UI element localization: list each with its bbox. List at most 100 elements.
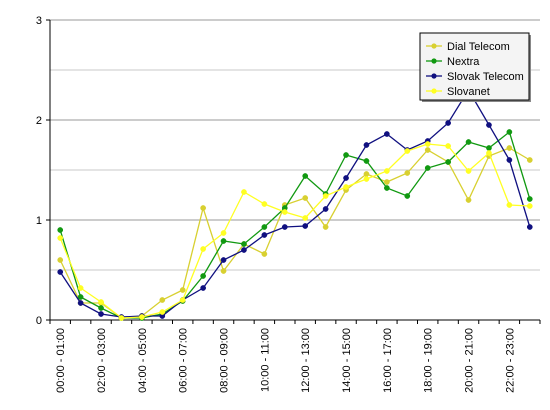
data-point	[220, 257, 227, 263]
data-point	[384, 131, 390, 137]
data-point	[261, 224, 268, 230]
data-point	[57, 235, 64, 241]
data-point	[241, 189, 247, 195]
y-axis-ticks: 0 1 2 3	[36, 15, 50, 327]
data-point	[343, 184, 349, 190]
data-point	[424, 141, 431, 147]
data-point	[241, 241, 247, 247]
series-1	[57, 129, 533, 321]
data-point	[159, 297, 166, 303]
data-point	[241, 247, 247, 253]
data-point	[526, 157, 533, 163]
series-2	[57, 87, 533, 320]
data-point	[486, 150, 492, 156]
data-point	[98, 305, 104, 311]
x-tick-label: 16:00 - 17:00	[382, 328, 394, 393]
data-point	[486, 122, 492, 128]
data-point	[404, 170, 411, 176]
data-point	[200, 285, 206, 291]
y-tick-label: 0	[36, 315, 42, 327]
legend-label: Nextra	[447, 56, 480, 68]
data-point	[159, 309, 166, 315]
series-group	[57, 87, 533, 321]
data-point	[363, 171, 370, 177]
data-point	[526, 203, 533, 209]
data-point	[302, 195, 309, 201]
data-point	[424, 147, 431, 153]
x-tick-label: 04:00 - 05:00	[137, 328, 149, 393]
legend-marker	[431, 88, 437, 94]
data-point	[384, 168, 390, 174]
data-point	[465, 139, 472, 145]
data-point	[57, 257, 64, 263]
data-point	[200, 246, 206, 252]
y-tick-label: 2	[36, 115, 42, 127]
data-point	[302, 223, 309, 229]
data-point	[77, 285, 84, 291]
data-point	[506, 157, 513, 163]
x-tick-label: 00:00 - 01:00	[55, 328, 67, 393]
data-point	[445, 143, 451, 149]
data-point	[526, 224, 533, 230]
data-point	[302, 215, 309, 221]
data-point	[98, 311, 104, 317]
legend-box	[419, 32, 530, 101]
data-point	[322, 193, 329, 199]
data-point	[261, 251, 268, 257]
x-tick-label: 14:00 - 15:00	[341, 328, 353, 393]
x-tick-label: 20:00 - 21:00	[464, 328, 476, 393]
legend-marker	[431, 73, 437, 79]
data-point	[118, 315, 125, 321]
series-line	[59, 88, 531, 318]
data-point	[322, 206, 329, 212]
x-tick-label: 08:00 - 09:00	[219, 328, 231, 393]
series-line	[59, 130, 531, 319]
data-point	[445, 159, 451, 165]
data-point	[281, 209, 288, 215]
data-point	[384, 185, 390, 191]
data-point	[200, 205, 206, 211]
data-point	[424, 165, 431, 171]
y-tick-label: 3	[36, 15, 42, 27]
series-3	[57, 141, 533, 321]
data-point	[57, 227, 64, 233]
x-axis-ticks: 00:00 - 01:00 02:00 - 03:00 04:00 - 05:00 0…	[49, 320, 541, 393]
data-point	[179, 297, 186, 303]
data-point	[465, 197, 472, 203]
data-point	[77, 300, 84, 306]
data-point	[98, 299, 104, 305]
x-tick-label: 12:00 - 13:00	[300, 328, 312, 393]
data-point	[200, 273, 206, 279]
data-point	[77, 294, 84, 300]
data-point	[526, 196, 533, 202]
legend-label: Slovanet	[447, 86, 490, 98]
data-point	[343, 175, 349, 181]
series-0	[57, 145, 533, 321]
x-tick-label: 06:00 - 07:00	[178, 328, 190, 393]
data-point	[363, 158, 370, 164]
data-point	[486, 145, 492, 151]
legend-marker	[431, 58, 437, 64]
data-point	[179, 287, 186, 293]
data-point	[363, 176, 370, 182]
x-tick-label: 18:00 - 19:00	[423, 328, 435, 393]
data-point	[281, 224, 288, 230]
data-point	[384, 179, 390, 185]
data-point	[363, 142, 370, 148]
data-point	[302, 173, 309, 179]
data-point	[465, 168, 472, 174]
data-point	[506, 129, 513, 135]
data-point	[506, 145, 513, 151]
data-point	[220, 268, 227, 274]
legend: Dial Telecom Nextra Slovak Telecom Slovanet	[419, 32, 531, 102]
legend-label: Dial Telecom	[447, 41, 510, 53]
data-point	[220, 238, 227, 244]
legend-marker	[431, 43, 437, 49]
data-point	[261, 201, 268, 207]
data-point	[322, 224, 329, 230]
legend-label: Slovak Telecom	[447, 71, 524, 83]
data-point	[404, 148, 411, 154]
data-point	[445, 120, 451, 126]
data-point	[343, 152, 349, 158]
